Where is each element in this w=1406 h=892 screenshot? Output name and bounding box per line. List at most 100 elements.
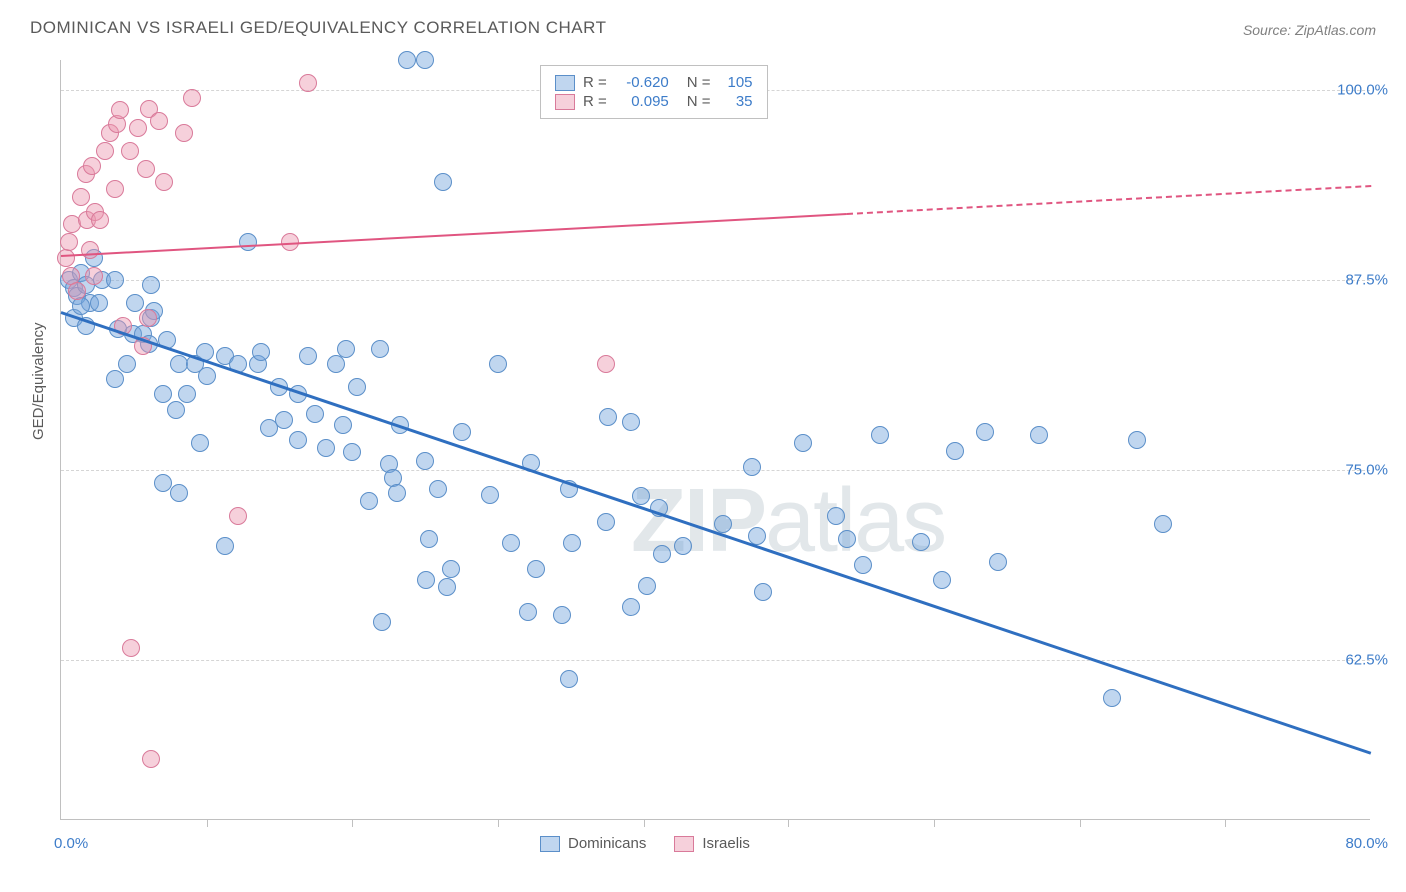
scatter-point — [150, 112, 168, 130]
x-tick — [788, 819, 789, 827]
scatter-point — [142, 750, 160, 768]
scatter-point — [827, 507, 845, 525]
scatter-point — [989, 553, 1007, 571]
source-label: Source: ZipAtlas.com — [1243, 22, 1376, 38]
trend-line — [61, 311, 1372, 755]
gridline-h — [61, 470, 1370, 471]
r-label: R = — [583, 93, 607, 110]
scatter-point — [348, 378, 366, 396]
scatter-point — [854, 556, 872, 574]
scatter-point — [137, 160, 155, 178]
y-tick-label: 75.0% — [1345, 462, 1388, 479]
scatter-point — [183, 89, 201, 107]
scatter-point — [560, 670, 578, 688]
scatter-point — [674, 537, 692, 555]
scatter-point — [343, 443, 361, 461]
scatter-point — [178, 385, 196, 403]
y-tick-label: 87.5% — [1345, 272, 1388, 289]
r-label: R = — [583, 74, 607, 91]
scatter-point — [126, 294, 144, 312]
scatter-point — [597, 513, 615, 531]
scatter-point — [871, 426, 889, 444]
scatter-point — [81, 241, 99, 259]
scatter-point — [327, 355, 345, 373]
x-tick — [1225, 819, 1226, 827]
scatter-point — [653, 545, 671, 563]
scatter-point — [118, 355, 136, 373]
scatter-point — [597, 355, 615, 373]
n-label: N = — [687, 93, 711, 110]
scatter-point — [527, 560, 545, 578]
correlation-legend: R =-0.620N =105R =0.095N =35 — [540, 65, 768, 119]
legend-series-item: Dominicans — [540, 835, 646, 852]
scatter-point — [502, 534, 520, 552]
scatter-point — [139, 309, 157, 327]
legend-stat-row: R =0.095N =35 — [555, 93, 753, 110]
scatter-point — [60, 233, 78, 251]
scatter-point — [743, 458, 761, 476]
scatter-point — [481, 486, 499, 504]
n-value: 105 — [719, 74, 753, 91]
scatter-point — [106, 271, 124, 289]
scatter-point — [96, 142, 114, 160]
scatter-point — [85, 267, 103, 285]
scatter-point — [1154, 515, 1172, 533]
scatter-point — [912, 533, 930, 551]
x-tick-label-right: 80.0% — [1345, 835, 1388, 852]
scatter-point — [299, 74, 317, 92]
swatch-icon — [540, 836, 560, 852]
x-tick — [498, 819, 499, 827]
scatter-point — [155, 173, 173, 191]
scatter-point — [299, 347, 317, 365]
legend-series-label: Israelis — [702, 835, 750, 852]
scatter-point — [275, 411, 293, 429]
trend-line — [847, 185, 1371, 215]
scatter-point — [638, 577, 656, 595]
scatter-point — [337, 340, 355, 358]
scatter-point — [142, 276, 160, 294]
scatter-point — [1103, 689, 1121, 707]
scatter-point — [714, 515, 732, 533]
scatter-point — [122, 639, 140, 657]
swatch-icon — [555, 75, 575, 91]
scatter-point — [933, 571, 951, 589]
gridline-h — [61, 660, 1370, 661]
series-legend: Dominicans Israelis — [540, 835, 750, 852]
scatter-point — [453, 423, 471, 441]
y-axis-label: GED/Equivalency — [30, 322, 47, 440]
scatter-point — [57, 249, 75, 267]
scatter-point — [289, 431, 307, 449]
scatter-point — [622, 413, 640, 431]
r-value: 0.095 — [615, 93, 669, 110]
scatter-point — [946, 442, 964, 460]
scatter-point — [91, 211, 109, 229]
plot-area: ZIPatlas — [60, 60, 1370, 820]
x-tick-label-left: 0.0% — [54, 835, 88, 852]
scatter-point — [90, 294, 108, 312]
scatter-point — [121, 142, 139, 160]
scatter-point — [106, 370, 124, 388]
scatter-point — [429, 480, 447, 498]
scatter-point — [794, 434, 812, 452]
scatter-point — [373, 613, 391, 631]
chart-container: DOMINICAN VS ISRAELI GED/EQUIVALENCY COR… — [0, 0, 1406, 892]
scatter-point — [416, 452, 434, 470]
legend-series-item: Israelis — [674, 835, 750, 852]
x-tick — [352, 819, 353, 827]
scatter-point — [519, 603, 537, 621]
scatter-point — [360, 492, 378, 510]
y-tick-label: 100.0% — [1337, 82, 1388, 99]
scatter-point — [838, 530, 856, 548]
scatter-point — [216, 537, 234, 555]
scatter-point — [154, 385, 172, 403]
scatter-point — [106, 180, 124, 198]
scatter-point — [229, 507, 247, 525]
scatter-point — [170, 484, 188, 502]
scatter-point — [72, 297, 90, 315]
scatter-point — [1128, 431, 1146, 449]
scatter-point — [1030, 426, 1048, 444]
scatter-point — [563, 534, 581, 552]
scatter-point — [198, 367, 216, 385]
gridline-h — [61, 280, 1370, 281]
scatter-point — [129, 119, 147, 137]
